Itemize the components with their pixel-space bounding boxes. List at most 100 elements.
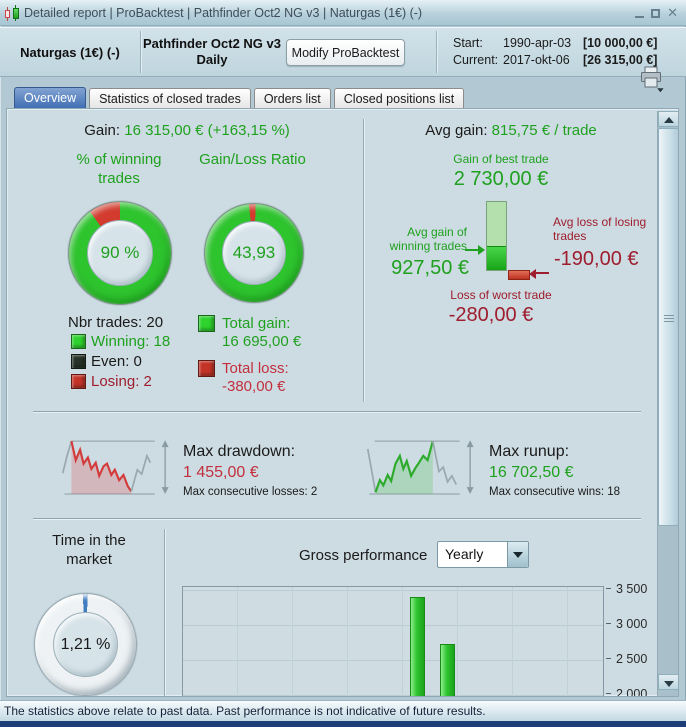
scrollbar-thumb[interactable] <box>658 128 678 526</box>
time-in-market-value: 1,21 % <box>53 612 118 677</box>
status-bar: The statistics above relate to past data… <box>0 700 686 721</box>
total-gain-label: Total gain: <box>222 315 291 332</box>
avg-loss-label: Avg loss of losing trades <box>553 215 647 243</box>
time-in-market-title: Time in the market <box>52 532 126 568</box>
drawdown-chart-icon <box>61 440 169 495</box>
gross-performance-chart <box>182 586 604 696</box>
winning-legend-swatch <box>71 334 86 349</box>
tab-statistics-of-closed-trades[interactable]: Statistics of closed trades <box>89 88 251 109</box>
report-tabs: Overview Statistics of closed trades Ord… <box>14 87 465 109</box>
max-runup-label: Max runup: <box>489 443 570 460</box>
avg-win-bar <box>487 246 506 270</box>
tab-orders-list[interactable]: Orders list <box>253 88 331 109</box>
modify-probacktest-button[interactable]: Modify ProBacktest <box>286 39 405 66</box>
scrollbar-down-button[interactable] <box>658 674 678 690</box>
losing-legend-swatch <box>71 374 86 389</box>
window-titlebar: Detailed report | ProBacktest | Pathfind… <box>0 0 686 26</box>
best-trade-label: Gain of best trade <box>453 152 549 166</box>
avg-loss-arrow <box>536 272 549 274</box>
scrollbar-grip <box>664 315 674 323</box>
gain-loss-ratio-value: 43,93 <box>222 221 286 285</box>
system-name-block: Pathfinder Oct2 NG v3 Daily <box>142 36 282 68</box>
header-divider <box>436 31 437 73</box>
total-gain-value: 16 695,00 € <box>222 333 302 350</box>
max-runup-value: 16 702,50 € <box>489 464 574 481</box>
gain-loss-ratio-title: Gain/Loss Ratio <box>199 151 306 168</box>
nbr-trades: Nbr trades: 20 <box>68 314 164 331</box>
scrollbar-up-button[interactable] <box>658 111 678 127</box>
candlestick-logo-icon <box>5 5 21 21</box>
avg-loss-arrow-head <box>529 269 536 279</box>
grid-line-h <box>183 660 603 661</box>
winning-trades-donut: 90 % <box>68 201 172 305</box>
grid-line-v <box>402 587 403 696</box>
current-capital: [26 315,00 €] <box>583 53 658 67</box>
even-legend-label: Even: 0 <box>91 353 142 370</box>
window-title: Detailed report | ProBacktest | Pathfind… <box>24 6 423 20</box>
even-legend-swatch <box>71 354 86 369</box>
grid-line-v <box>237 587 238 696</box>
start-capital: [10 000,00 €] <box>583 36 658 50</box>
gain-label: Gain: <box>84 122 121 139</box>
runup-chart-icon <box>366 440 474 495</box>
printer-icon <box>641 66 664 93</box>
current-label: Current: <box>453 53 499 67</box>
grid-line-v <box>512 587 513 696</box>
grid-line-v <box>347 587 348 696</box>
max-consecutive-losses: Max consecutive losses: 2 <box>183 486 318 498</box>
max-drawdown-label: Max drawdown: <box>183 443 296 460</box>
start-date: 1990-apr-03 <box>503 36 572 50</box>
avg-gain-headline: Avg gain: 815,75 € / trade <box>367 122 655 139</box>
section-separator <box>33 518 641 519</box>
time-in-market-gauge: 1,21 % <box>34 593 137 696</box>
dropdown-arrow-button[interactable] <box>507 542 528 567</box>
column-divider <box>363 119 364 402</box>
gross-performance-label: Gross performance <box>299 547 428 564</box>
minimize-button[interactable] <box>635 16 645 18</box>
total-gain-swatch <box>198 315 215 332</box>
avg-loss-value: -190,00 € <box>554 248 639 270</box>
grid-line-h <box>183 695 603 696</box>
account-summary: Start: 1990-apr-03 [10 000,00 €] Current… <box>453 35 657 69</box>
close-button[interactable]: ✕ <box>667 5 678 20</box>
gain-headline: Gain: 16 315,00 € (+163,15 %) <box>31 122 343 139</box>
current-row: Current: 2017-okt-06 [26 315,00 €] <box>453 52 657 69</box>
avg-win-arrow-head <box>478 245 485 255</box>
grid-line-h <box>183 625 603 626</box>
avg-gain-value: 815,75 € / trade <box>491 122 597 139</box>
bottom-column-divider <box>164 529 165 696</box>
total-loss-label: Total loss: <box>222 360 289 377</box>
system-name: Pathfinder Oct2 NG v3 <box>143 36 281 51</box>
max-consecutive-wins: Max consecutive wins: 18 <box>489 486 621 498</box>
losing-legend-label: Losing: 2 <box>91 373 152 390</box>
performance-bar <box>440 643 455 696</box>
overview-panel: Gain: 16 315,00 € (+163,15 %) % of winni… <box>6 108 679 697</box>
y-axis-tick: 3 500 <box>606 582 656 596</box>
section-separator <box>33 411 641 412</box>
tab-closed-positions-list[interactable]: Closed positions list <box>333 88 465 109</box>
worst-trade-label: Loss of worst trade <box>450 288 552 302</box>
current-date: 2017-okt-06 <box>503 53 570 67</box>
maximize-button[interactable] <box>651 8 661 18</box>
total-loss-value: -380,00 € <box>222 378 286 395</box>
period-selected-value: Yearly <box>445 546 484 562</box>
gain-loss-ratio-donut: 43,93 <box>204 203 304 303</box>
gross-performance-period-select[interactable]: Yearly <box>437 541 529 568</box>
instrument-name: Naturgas (1€) (-) <box>20 44 120 60</box>
avg-win-arrow <box>465 249 479 251</box>
green-candle <box>13 8 19 19</box>
y-axis-tick: 2 500 <box>606 652 656 666</box>
avg-win-value: 927,50 € <box>391 257 469 279</box>
red-candle <box>5 10 10 18</box>
start-row: Start: 1990-apr-03 [10 000,00 €] <box>453 35 657 52</box>
grid-line-v <box>567 587 568 696</box>
grid-line-v <box>292 587 293 696</box>
winning-trades-value: 90 % <box>87 220 153 286</box>
start-label: Start: <box>453 36 483 50</box>
max-drawdown-value: 1 455,00 € <box>183 464 259 481</box>
tab-overview[interactable]: Overview <box>14 87 87 109</box>
print-button[interactable] <box>638 65 664 93</box>
report-header: Naturgas (1€) (-) Pathfinder Oct2 NG v3 … <box>0 27 686 93</box>
vertical-scrollbar[interactable] <box>657 111 678 696</box>
